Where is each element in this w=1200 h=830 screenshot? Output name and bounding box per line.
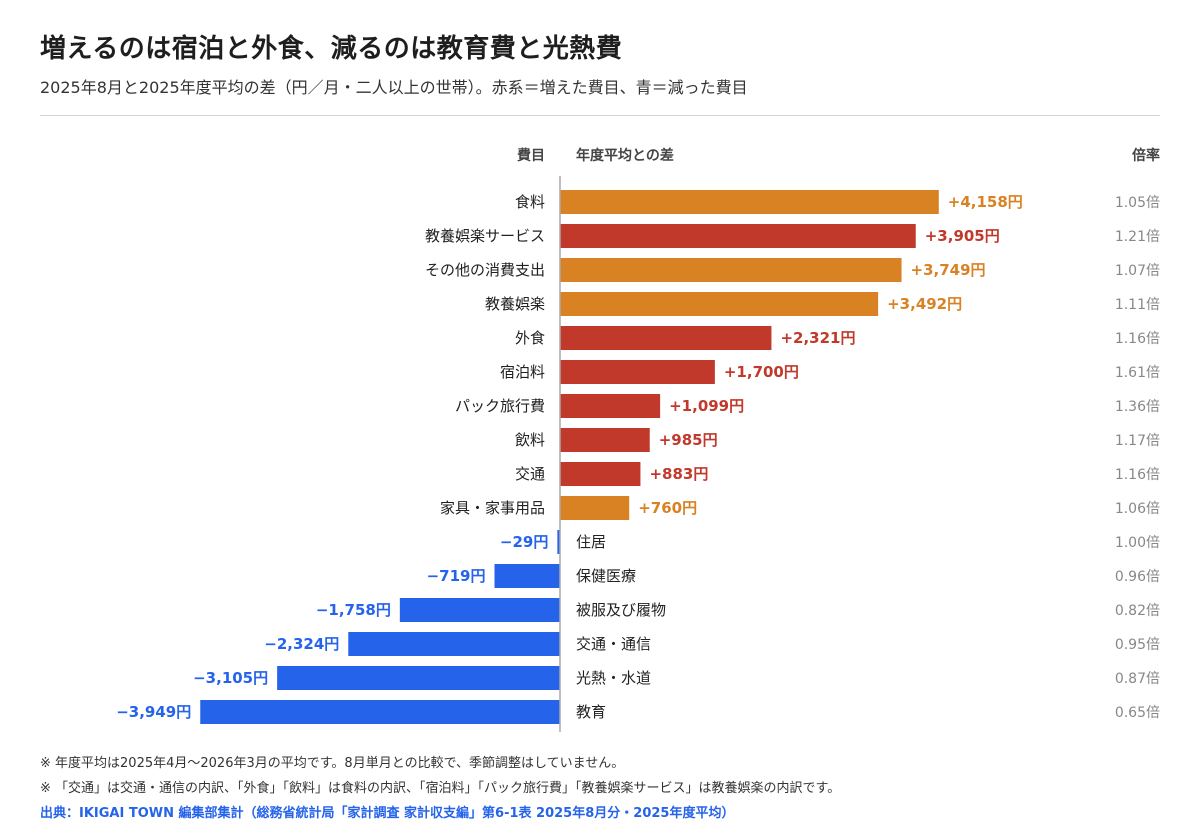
bar bbox=[348, 632, 560, 656]
ratio-label: 1.36倍 bbox=[1115, 399, 1160, 415]
bar bbox=[560, 258, 902, 282]
ratio-label: 1.11倍 bbox=[1115, 297, 1160, 313]
category-label: 食料 bbox=[515, 193, 545, 211]
column-header-category: 費目 bbox=[517, 147, 545, 164]
value-label: +3,492円 bbox=[887, 295, 962, 313]
bar bbox=[560, 190, 939, 214]
column-header-value: 年度平均との差 bbox=[576, 147, 674, 164]
bar bbox=[399, 598, 560, 622]
value-label: +1,700円 bbox=[724, 363, 799, 381]
ratio-label: 1.61倍 bbox=[1115, 365, 1160, 381]
value-label: −2,324円 bbox=[264, 635, 339, 653]
category-label: 住居 bbox=[576, 533, 606, 551]
category-label: 交通 bbox=[515, 465, 545, 483]
bar bbox=[560, 326, 772, 350]
ratio-label: 1.17倍 bbox=[1115, 433, 1160, 449]
ratio-label: 1.06倍 bbox=[1115, 501, 1160, 517]
header-divider bbox=[40, 115, 1160, 116]
value-label: +4,158円 bbox=[948, 193, 1023, 211]
category-label: 光熱・水道 bbox=[576, 669, 651, 687]
bar bbox=[560, 496, 630, 520]
category-label: 被服及び履物 bbox=[576, 601, 666, 619]
bar bbox=[560, 224, 916, 248]
ratio-label: 1.16倍 bbox=[1115, 331, 1160, 347]
value-label: +883円 bbox=[649, 465, 708, 483]
bar bbox=[494, 564, 560, 588]
category-label: その他の消費支出 bbox=[425, 261, 545, 279]
source-note: 出典：IKIGAI TOWN 編集部集計（総務省統計局「家計調査 家計収支編」第… bbox=[40, 806, 735, 821]
category-label: パック旅行費 bbox=[455, 397, 545, 415]
category-label: 教養娯楽 bbox=[485, 295, 545, 313]
category-label: 飲料 bbox=[515, 431, 545, 449]
category-label: 交通・通信 bbox=[576, 635, 651, 653]
ratio-label: 0.87倍 bbox=[1115, 671, 1160, 687]
bar bbox=[200, 700, 560, 724]
ratio-label: 1.07倍 bbox=[1115, 263, 1160, 279]
ratio-label: 1.00倍 bbox=[1115, 535, 1160, 551]
value-label: −3,105円 bbox=[193, 669, 268, 687]
category-label: 家具・家事用品 bbox=[440, 499, 545, 517]
value-label: +1,099円 bbox=[669, 397, 744, 415]
chart-title: 増えるのは宿泊と外食、減るのは教育費と光熱費 bbox=[40, 34, 623, 64]
ratio-label: 0.82倍 bbox=[1115, 603, 1160, 619]
value-label: −29円 bbox=[500, 533, 548, 551]
footnote-1: ※ 年度平均は2025年4月〜2026年3月の平均です。8月単月との比較で、季節… bbox=[40, 756, 625, 771]
value-label: −719円 bbox=[427, 567, 486, 585]
chart-subtitle: 2025年8月と2025年度平均の差（円／月・二人以上の世帯）。赤系＝増えた費目… bbox=[40, 78, 748, 97]
value-label: +985円 bbox=[659, 431, 718, 449]
bar bbox=[557, 530, 560, 554]
column-header-ratio: 倍率 bbox=[1132, 147, 1160, 164]
value-label: +3,749円 bbox=[911, 261, 986, 279]
ratio-label: 1.05倍 bbox=[1115, 195, 1160, 211]
bar bbox=[560, 360, 715, 384]
ratio-label: 1.21倍 bbox=[1115, 229, 1160, 245]
value-label: +3,905円 bbox=[925, 227, 1000, 245]
value-label: +760円 bbox=[638, 499, 697, 517]
category-label: 保健医療 bbox=[576, 567, 636, 585]
value-label: −1,758円 bbox=[316, 601, 391, 619]
category-label: 教育 bbox=[576, 703, 606, 721]
bar bbox=[560, 394, 661, 418]
bar bbox=[560, 292, 879, 316]
ratio-label: 0.96倍 bbox=[1115, 569, 1160, 585]
bar bbox=[277, 666, 560, 690]
ratio-label: 0.95倍 bbox=[1115, 637, 1160, 653]
value-label: −3,949円 bbox=[116, 703, 191, 721]
category-label: 教養娯楽サービス bbox=[425, 227, 545, 245]
bar bbox=[560, 462, 641, 486]
ratio-label: 0.65倍 bbox=[1115, 705, 1160, 721]
category-label: 外食 bbox=[515, 329, 545, 347]
footnote-2: ※ 「交通」は交通・通信の内訳、「外食」「飲料」は食料の内訳、「宿泊料」「パック… bbox=[40, 781, 841, 796]
ratio-label: 1.16倍 bbox=[1115, 467, 1160, 483]
bar bbox=[560, 428, 650, 452]
category-label: 宿泊料 bbox=[500, 363, 545, 381]
value-label: +2,321円 bbox=[780, 329, 855, 347]
